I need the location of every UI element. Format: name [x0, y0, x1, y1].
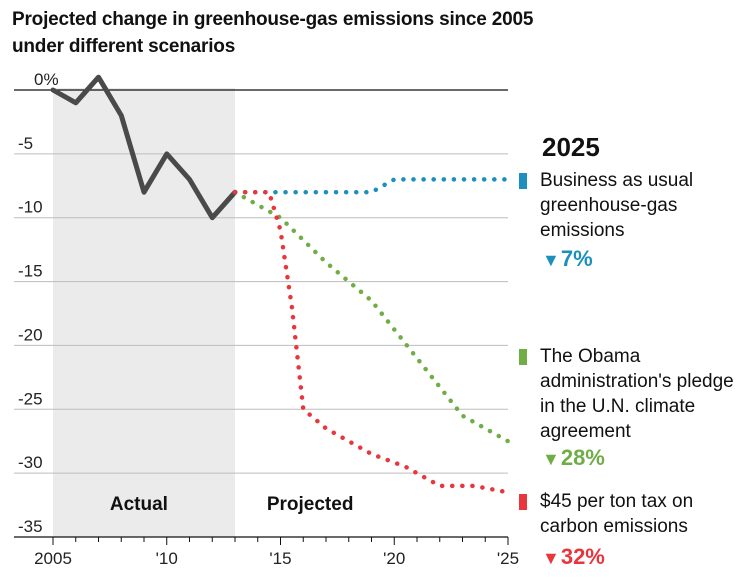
legend-value-text: 7% — [560, 246, 593, 271]
legend-value-text: 28% — [560, 445, 605, 470]
x-tick-label: 2005 — [34, 549, 72, 568]
y-tick-label: -20 — [18, 325, 43, 344]
legend-value-business-as-usual: ▼7% — [542, 246, 593, 272]
legend-label-carbon-tax: $45 per ton tax on carbon emissions — [540, 491, 694, 537]
down-triangle-icon: ▼ — [542, 548, 560, 568]
series-line-business-as-usual — [232, 177, 511, 195]
chart-title: Projected change in greenhouse-gas emiss… — [12, 6, 533, 60]
x-tick-label: '25 — [497, 549, 519, 568]
legend-swatch-business-as-usual — [519, 173, 527, 189]
down-triangle-icon: ▼ — [542, 250, 560, 270]
legend-value-carbon-tax: ▼32% — [542, 544, 605, 570]
region-label-actual: Actual — [110, 494, 168, 515]
legend-value-text: 32% — [560, 544, 605, 569]
series-line-actual — [50, 74, 238, 221]
y-tick-label: -30 — [18, 453, 43, 472]
legend-value-obama-pledge: ▼28% — [542, 445, 605, 471]
legend-swatch-obama-pledge — [519, 349, 527, 365]
region-label-projected: Projected — [267, 494, 354, 515]
y-tick-label: -15 — [18, 262, 43, 281]
legend-label-obama-pledge: The Obama administration's pledge in the… — [540, 346, 734, 442]
y-tick-label: 0% — [34, 70, 59, 89]
y-tick-label: -35 — [18, 517, 43, 536]
legend-label-business-as-usual: Business as usual greenhouse-gas emissio… — [540, 170, 694, 241]
actual-period-shading — [53, 88, 235, 537]
x-tick-label: '10 — [156, 549, 178, 568]
legend-swatch-carbon-tax — [519, 494, 527, 510]
series-line-carbon-tax — [232, 189, 511, 495]
chart-title-line-2: under different scenarios — [12, 36, 236, 57]
down-triangle-icon: ▼ — [542, 449, 560, 469]
y-tick-label: -5 — [18, 134, 33, 153]
series-line-obama-pledge — [232, 189, 511, 444]
y-tick-label: -25 — [18, 389, 43, 408]
legend-heading: 2025 — [542, 132, 600, 162]
x-tick-label: '15 — [269, 549, 291, 568]
chart-title-line-1: Projected change in greenhouse-gas emiss… — [12, 9, 534, 30]
y-tick-label: -10 — [18, 198, 43, 217]
x-tick-label: '20 — [383, 549, 405, 568]
